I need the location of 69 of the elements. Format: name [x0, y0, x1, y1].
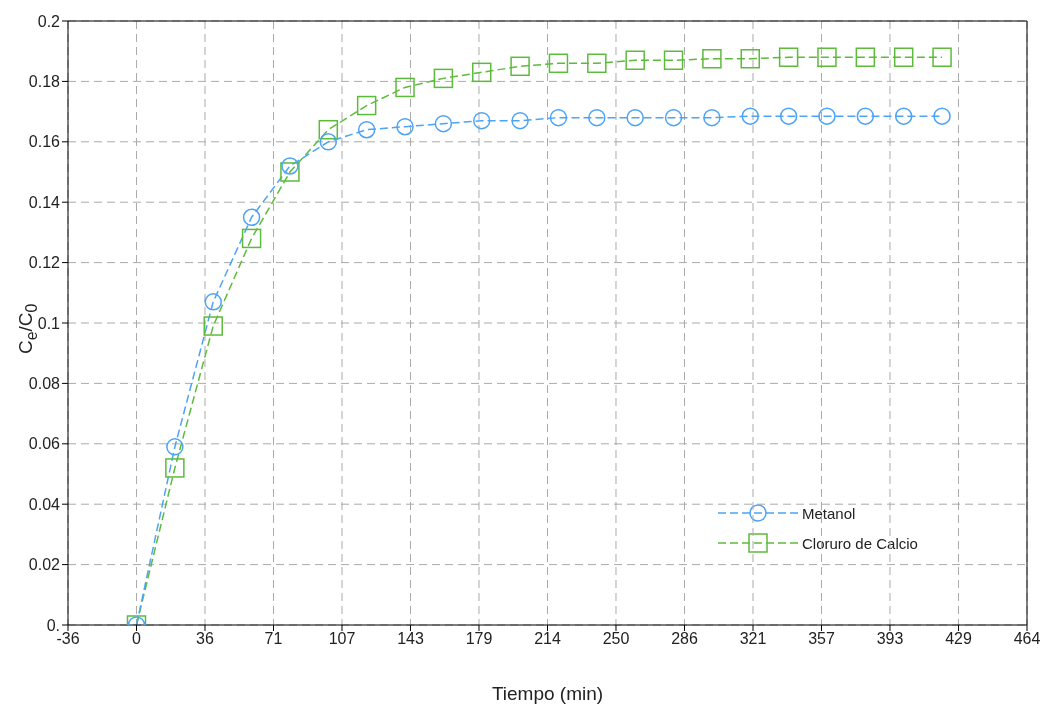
- y-tick-label: 0.18: [28, 73, 61, 91]
- point: [396, 117, 414, 136]
- point: [893, 47, 914, 67]
- point: [356, 95, 377, 116]
- y-tick-label: 0.08: [28, 375, 61, 393]
- point: [932, 47, 952, 67]
- point: [280, 162, 300, 182]
- point: [894, 107, 913, 125]
- y-tick-label: 0.1: [37, 314, 61, 332]
- point: [471, 62, 492, 83]
- point: [626, 108, 644, 127]
- x-tick-label: 143: [397, 630, 424, 648]
- y-tick-label: 0.12: [28, 254, 61, 272]
- x-tick-label: 393: [876, 630, 904, 648]
- point: [318, 119, 339, 140]
- x-tick-label: 321: [739, 630, 767, 648]
- point: [817, 47, 837, 67]
- point: [740, 49, 761, 69]
- point: [625, 50, 645, 71]
- point: [855, 47, 876, 67]
- point: [588, 108, 606, 127]
- point: [587, 53, 607, 74]
- x-tick-label: 179: [465, 630, 493, 648]
- x-tick-label: 357: [808, 630, 835, 648]
- y-tick-label: 0.16: [28, 133, 61, 151]
- x-tick-label: 0: [132, 630, 142, 648]
- x-tick-label: 286: [671, 630, 698, 648]
- point: [433, 68, 454, 89]
- x-tick-label: 250: [602, 630, 630, 648]
- x-tick-label: 71: [264, 630, 283, 648]
- point: [741, 107, 760, 125]
- legend-label: Metanol: [802, 504, 856, 522]
- point: [818, 107, 836, 125]
- point: [548, 53, 569, 74]
- point: [779, 107, 798, 125]
- point: [663, 50, 684, 71]
- y-tick-label: 0.02: [28, 556, 61, 574]
- x-tick-label: 464: [1013, 630, 1041, 648]
- x-tick-label: 107: [328, 630, 356, 648]
- x-tick-label: 429: [945, 630, 972, 648]
- point: [933, 107, 951, 125]
- point: [242, 208, 261, 227]
- y-tick-label: 0.06: [28, 435, 61, 453]
- point: [856, 107, 875, 125]
- legend-label: Cloruro de Calcio: [802, 534, 918, 552]
- point: [664, 108, 683, 127]
- y-tick-label: 0.14: [28, 193, 61, 211]
- point: [166, 438, 184, 456]
- point: [241, 228, 262, 249]
- point: [357, 120, 376, 139]
- y-tick-label: 0.04: [28, 495, 61, 513]
- y-tick-label: 0.2: [37, 12, 61, 30]
- x-axis-title: Tiempo (min): [491, 683, 604, 704]
- point: [549, 108, 568, 127]
- point: [204, 293, 222, 311]
- x-tick-label: 36: [196, 630, 214, 648]
- point: [510, 56, 530, 77]
- point: [434, 114, 453, 133]
- point: [165, 458, 185, 478]
- x-tick-label: 214: [534, 630, 561, 648]
- point: [203, 316, 223, 336]
- point: [319, 133, 338, 151]
- point: [703, 108, 721, 127]
- point: [702, 49, 722, 69]
- point: [511, 111, 529, 130]
- point: [472, 111, 491, 130]
- point: [281, 157, 299, 175]
- point: [395, 77, 415, 98]
- point: [778, 47, 799, 67]
